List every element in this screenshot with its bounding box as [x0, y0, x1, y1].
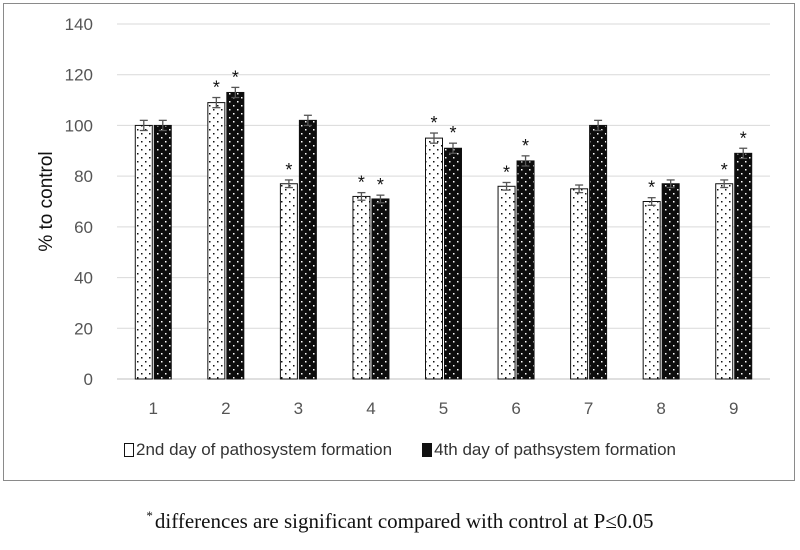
significance-asterisk: * — [740, 128, 747, 148]
significance-asterisk: * — [377, 175, 384, 195]
significance-asterisk: * — [358, 173, 365, 193]
legend-item-series-2: 4th day of pathsystem formation — [422, 438, 676, 462]
bar-series-2 — [226, 91, 245, 380]
bar-series-2 — [516, 160, 535, 380]
bar-series-1 — [715, 183, 734, 380]
significance-asterisk: * — [648, 178, 655, 198]
significance-asterisk: * — [213, 78, 220, 98]
footnote-marker: * — [146, 508, 153, 523]
bar-series-2 — [661, 183, 680, 380]
legend-swatch-series-2 — [422, 443, 433, 457]
bar-series-2 — [589, 124, 608, 380]
significance-asterisk: * — [232, 67, 239, 87]
bar-series-1 — [497, 185, 516, 380]
legend-item-series-1: 2nd day of pathosystem formation — [124, 438, 392, 462]
x-tick-label: 1 — [149, 399, 158, 418]
y-tick-label: 40 — [74, 269, 93, 288]
chart-frame — [3, 3, 795, 481]
footnote: *differences are significant compared wi… — [0, 508, 800, 534]
significance-asterisk: * — [503, 162, 510, 182]
significance-asterisk: * — [285, 160, 292, 180]
y-axis-title: % to control — [36, 151, 57, 251]
x-tick-label: 7 — [584, 399, 593, 418]
x-tick-label: 4 — [366, 399, 375, 418]
x-tick-label: 9 — [729, 399, 738, 418]
bar-series-1 — [352, 195, 371, 380]
y-tick-label: 120 — [65, 66, 93, 85]
x-tick-label: 6 — [511, 399, 520, 418]
bar-series-1 — [279, 183, 298, 380]
bar-series-2 — [734, 152, 753, 380]
bar-series-1 — [134, 124, 153, 380]
x-tick-label: 8 — [656, 399, 665, 418]
x-tick-label: 3 — [294, 399, 303, 418]
bar-series-2 — [153, 124, 172, 380]
bar-series-2 — [298, 119, 317, 380]
bar-series-1 — [570, 188, 589, 380]
y-tick-label: 80 — [74, 167, 93, 186]
significance-asterisk: * — [522, 136, 529, 156]
bar-series-2 — [444, 147, 462, 380]
x-tick-label: 2 — [221, 399, 230, 418]
legend: 2nd day of pathosystem formation 4th day… — [0, 438, 800, 462]
legend-label-series-1: 2nd day of pathosystem formation — [136, 440, 393, 459]
significance-asterisk: * — [449, 123, 456, 143]
significance-asterisk: * — [430, 113, 437, 133]
bar-series-1 — [642, 201, 661, 380]
y-tick-label: 100 — [65, 116, 93, 135]
x-tick-label: 5 — [439, 399, 448, 418]
y-tick-label: 0 — [84, 370, 93, 389]
bar-series-2 — [371, 198, 390, 380]
y-tick-label: 140 — [65, 15, 93, 34]
bar-series-1 — [207, 102, 226, 380]
y-tick-label: 20 — [74, 319, 93, 338]
bar-series-1 — [425, 137, 443, 380]
legend-swatch-series-1 — [124, 443, 134, 457]
legend-label-series-2: 4th day of pathsystem formation — [434, 440, 676, 459]
y-tick-label: 60 — [74, 218, 93, 237]
significance-asterisk: * — [721, 160, 728, 180]
footnote-text: differences are significant compared wit… — [154, 509, 654, 533]
